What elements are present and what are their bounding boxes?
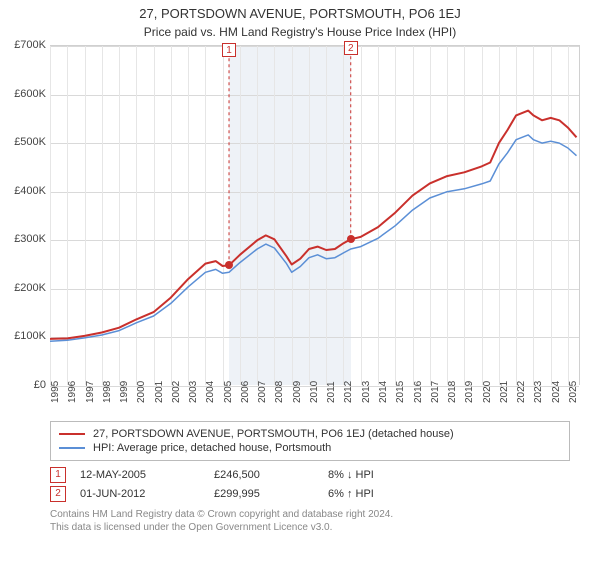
x-axis-label: 2022 — [516, 381, 527, 403]
x-axis-label: 1996 — [67, 381, 78, 403]
price-chart: £0£100K£200K£300K£400K£500K£600K£700K199… — [50, 45, 580, 415]
x-axis-label: 2023 — [533, 381, 544, 403]
x-axis-label: 2003 — [188, 381, 199, 403]
series-line — [50, 111, 577, 339]
x-axis-label: 2020 — [482, 381, 493, 403]
x-axis-label: 1999 — [119, 381, 130, 403]
sale-date: 01-JUN-2012 — [80, 488, 200, 500]
y-axis-label: £0 — [0, 379, 46, 391]
x-axis-label: 2014 — [378, 381, 389, 403]
x-axis-label: 2007 — [257, 381, 268, 403]
x-axis-label: 2012 — [343, 381, 354, 403]
x-axis-label: 2005 — [223, 381, 234, 403]
x-axis-label: 2009 — [292, 381, 303, 403]
y-axis-label: £400K — [0, 185, 46, 197]
y-axis-label: £100K — [0, 330, 46, 342]
sale-marker-dot — [225, 261, 233, 269]
x-axis-label: 1995 — [50, 381, 61, 403]
x-axis-label: 2021 — [499, 381, 510, 403]
y-axis-label: £200K — [0, 282, 46, 294]
sale-delta: 8% ↓ HPI — [328, 469, 374, 481]
sale-marker-label: 1 — [222, 43, 236, 57]
series-line — [50, 135, 577, 341]
footer-text: This data is licensed under the Open Gov… — [50, 521, 570, 534]
x-axis-label: 2017 — [430, 381, 441, 403]
sale-marker-dot — [347, 235, 355, 243]
sale-index: 1 — [50, 467, 66, 483]
x-axis-label: 1998 — [102, 381, 113, 403]
legend-swatch — [59, 433, 85, 435]
sale-date: 12-MAY-2005 — [80, 469, 200, 481]
x-axis-label: 2002 — [171, 381, 182, 403]
sale-row: 1 12-MAY-2005 £246,500 8% ↓ HPI — [50, 467, 570, 483]
x-axis-label: 2004 — [205, 381, 216, 403]
page-title: 27, PORTSDOWN AVENUE, PORTSMOUTH, PO6 1E… — [0, 6, 600, 21]
sales-table: 1 12-MAY-2005 £246,500 8% ↓ HPI 2 01-JUN-2012… — [50, 467, 570, 502]
legend-swatch — [59, 447, 85, 449]
footer-text: Contains HM Land Registry data © Crown c… — [50, 508, 570, 521]
x-axis-label: 2001 — [154, 381, 165, 403]
x-axis-label: 2000 — [136, 381, 147, 403]
x-axis-label: 2025 — [568, 381, 579, 403]
y-axis-label: £600K — [0, 88, 46, 100]
sale-marker-label: 2 — [344, 41, 358, 55]
sale-row: 2 01-JUN-2012 £299,995 6% ↑ HPI — [50, 486, 570, 502]
legend-item: 27, PORTSDOWN AVENUE, PORTSMOUTH, PO6 1E… — [59, 428, 561, 440]
sale-price: £299,995 — [214, 488, 314, 500]
x-axis-label: 1997 — [85, 381, 96, 403]
x-axis-label: 2011 — [326, 381, 337, 403]
x-axis-label: 2006 — [240, 381, 251, 403]
attribution-footer: Contains HM Land Registry data © Crown c… — [50, 508, 570, 534]
legend-label: 27, PORTSDOWN AVENUE, PORTSMOUTH, PO6 1E… — [93, 428, 454, 440]
x-axis-label: 2010 — [309, 381, 320, 403]
y-axis-label: £500K — [0, 136, 46, 148]
legend-item: HPI: Average price, detached house, Port… — [59, 442, 561, 454]
sale-delta: 6% ↑ HPI — [328, 488, 374, 500]
x-axis-label: 2019 — [464, 381, 475, 403]
x-axis-label: 2013 — [361, 381, 372, 403]
chart-legend: 27, PORTSDOWN AVENUE, PORTSMOUTH, PO6 1E… — [50, 421, 570, 461]
x-axis-label: 2008 — [274, 381, 285, 403]
page-subtitle: Price paid vs. HM Land Registry's House … — [0, 25, 600, 39]
x-axis-label: 2024 — [551, 381, 562, 403]
sale-index: 2 — [50, 486, 66, 502]
x-axis-label: 2018 — [447, 381, 458, 403]
y-axis-label: £700K — [0, 39, 46, 51]
y-axis-label: £300K — [0, 233, 46, 245]
x-axis-label: 2016 — [413, 381, 424, 403]
sale-price: £246,500 — [214, 469, 314, 481]
x-axis-label: 2015 — [395, 381, 406, 403]
legend-label: HPI: Average price, detached house, Port… — [93, 442, 331, 454]
